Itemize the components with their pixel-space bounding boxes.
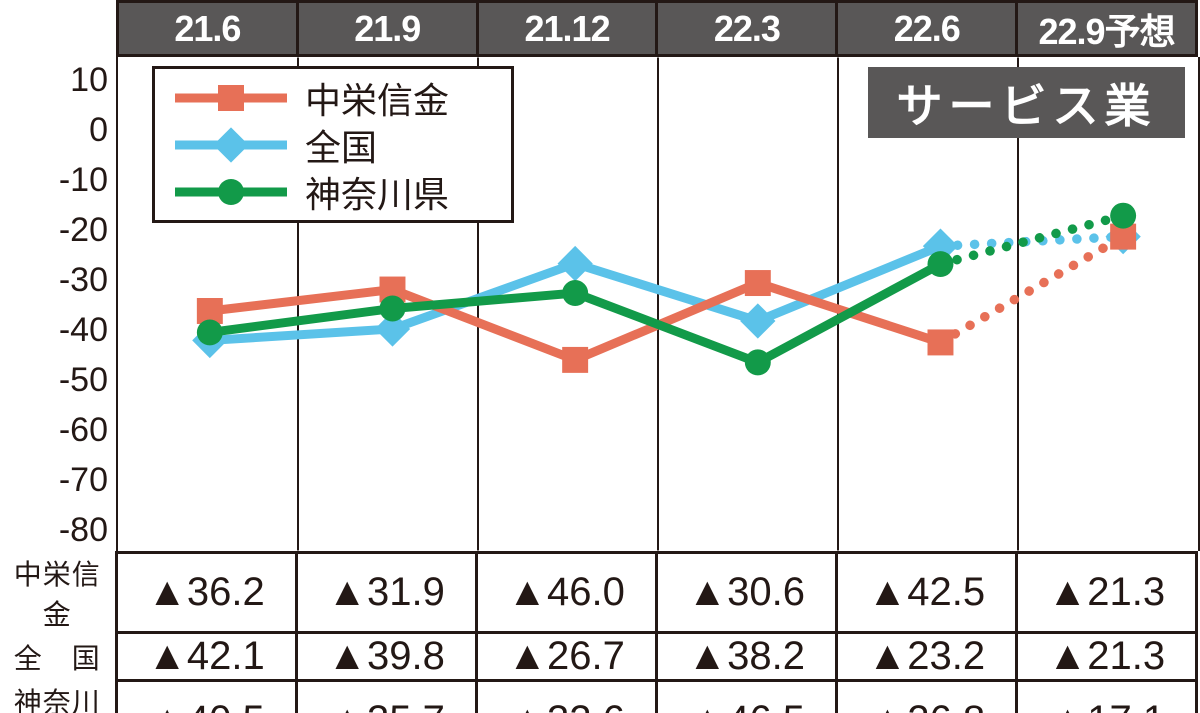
circle-marker-icon [196, 319, 223, 346]
y-axis: 10 0 -10 -20 -30 -40 -50 -60 -70 -80 [0, 0, 108, 560]
diamond-marker-icon [740, 303, 776, 339]
table-value-cell: ▲30.6 [654, 551, 838, 634]
table-value-cell: ▲35.7 [294, 679, 478, 713]
y-tick-label: -70 [58, 461, 108, 499]
legend-swatch-circle-icon [175, 178, 287, 205]
period-header-row: 21.6 21.9 21.12 22.3 22.6 22.9予想 [116, 0, 1198, 57]
header-cell-label: 22.9予想 [1038, 10, 1176, 52]
y-tick-label: -30 [58, 261, 108, 299]
table-value-cell: ▲42.1 [114, 631, 298, 682]
title-badge: サービス業 [868, 67, 1185, 138]
series-forecast-dotted-line [935, 231, 1128, 348]
header-cell: 22.3 [655, 0, 839, 57]
square-marker-icon [927, 329, 954, 356]
table-value-cell: ▲17.1 [1014, 679, 1199, 713]
square-marker-icon [562, 346, 589, 373]
table-value-cell: ▲21.3 [1014, 551, 1199, 634]
circle-marker-icon [1110, 202, 1137, 229]
circle-marker-icon [379, 295, 406, 322]
circle-marker-icon [562, 280, 589, 306]
y-tick-label: -60 [58, 411, 108, 449]
table-value-cell: ▲40.5 [114, 679, 298, 713]
square-marker-icon [744, 270, 771, 297]
y-tick-label: -50 [58, 361, 108, 399]
data-table-body: 中栄信金 ▲36.2 ▲31.9 ▲46.0 ▲30.6 ▲42.5 ▲21.3 全 国 ▲42… [0, 551, 1199, 713]
table-value-cell: ▲21.3 [1014, 631, 1199, 682]
title-badge-label: サービス業 [896, 79, 1157, 132]
table-value-cell: ▲23.2 [834, 631, 1018, 682]
diamond-marker-icon [557, 245, 593, 282]
legend-swatch-square-icon [175, 84, 287, 111]
data-table: 中栄信金 ▲36.2 ▲31.9 ▲46.0 ▲30.6 ▲42.5 ▲21.3 全 国 ▲42… [0, 551, 1199, 713]
table-value-cell: ▲46.0 [474, 551, 658, 634]
series-forecast-dotted-line [935, 231, 1128, 251]
header-cell-label: 21.6 [174, 7, 241, 49]
y-tick-label: -80 [58, 511, 108, 549]
table-value-cell: ▲38.2 [654, 631, 838, 682]
y-tick-label: 0 [89, 111, 108, 149]
header-cell-label: 21.12 [524, 7, 611, 49]
table-row: 全 国 ▲42.1 ▲39.8 ▲26.7 ▲38.2 ▲23.2 ▲21.3 [0, 631, 1199, 682]
legend-label: 神奈川県 [305, 173, 450, 215]
table-row-label: 中栄信金 [13, 558, 101, 630]
chart-svg [192, 57, 1141, 551]
table-value-cell: ▲26.8 [834, 679, 1018, 713]
y-tick-label: 10 [70, 61, 108, 99]
table-value-cell: ▲42.5 [834, 551, 1018, 634]
circle-marker-icon [927, 251, 954, 278]
legend-item: 全国 [171, 121, 503, 168]
series-forecast-dotted-line [935, 210, 1128, 269]
header-cell: 21.6 [116, 0, 299, 57]
table-row-label: 全 国 [13, 642, 101, 674]
header-cell: 21.9 [295, 0, 479, 57]
table-row: 中栄信金 ▲36.2 ▲31.9 ▲46.0 ▲30.6 ▲42.5 ▲21.3 [0, 551, 1199, 634]
legend-swatch-diamond-icon [175, 126, 287, 163]
legend-label: 全国 [305, 126, 378, 168]
header-cell-label: 22.3 [713, 7, 781, 49]
y-tick-label: -40 [58, 311, 108, 349]
header-cell-label: 22.6 [893, 7, 961, 49]
table-value-cell: ▲36.2 [114, 551, 298, 634]
legend-item: 神奈川県 [171, 168, 503, 215]
y-tick-label: -10 [58, 161, 108, 199]
y-tick-label: -20 [58, 211, 108, 249]
header-cell: 22.9予想 [1015, 0, 1198, 57]
legend: 中栄信金全国神奈川県 [152, 66, 514, 223]
table-row: 神奈川県 ▲40.5▲35.7▲32.6▲46.5▲26.8▲17.1 [0, 679, 1199, 713]
table-value-cell: ▲31.9 [294, 551, 478, 634]
table-value-cell: ▲32.6 [474, 679, 658, 713]
header-cell: 22.6 [835, 0, 1019, 57]
circle-marker-icon [744, 349, 771, 376]
legend-item: 中栄信金 [171, 74, 503, 121]
header-cell: 21.12 [475, 0, 659, 57]
legend-label: 中栄信金 [305, 79, 450, 121]
table-value-cell: ▲46.5 [654, 679, 838, 713]
table-row-label: 神奈川県 [13, 686, 101, 713]
table-value-cell: ▲39.8 [294, 631, 478, 682]
header-cell-label: 21.9 [354, 7, 421, 49]
table-value-cell: ▲26.7 [474, 631, 658, 682]
